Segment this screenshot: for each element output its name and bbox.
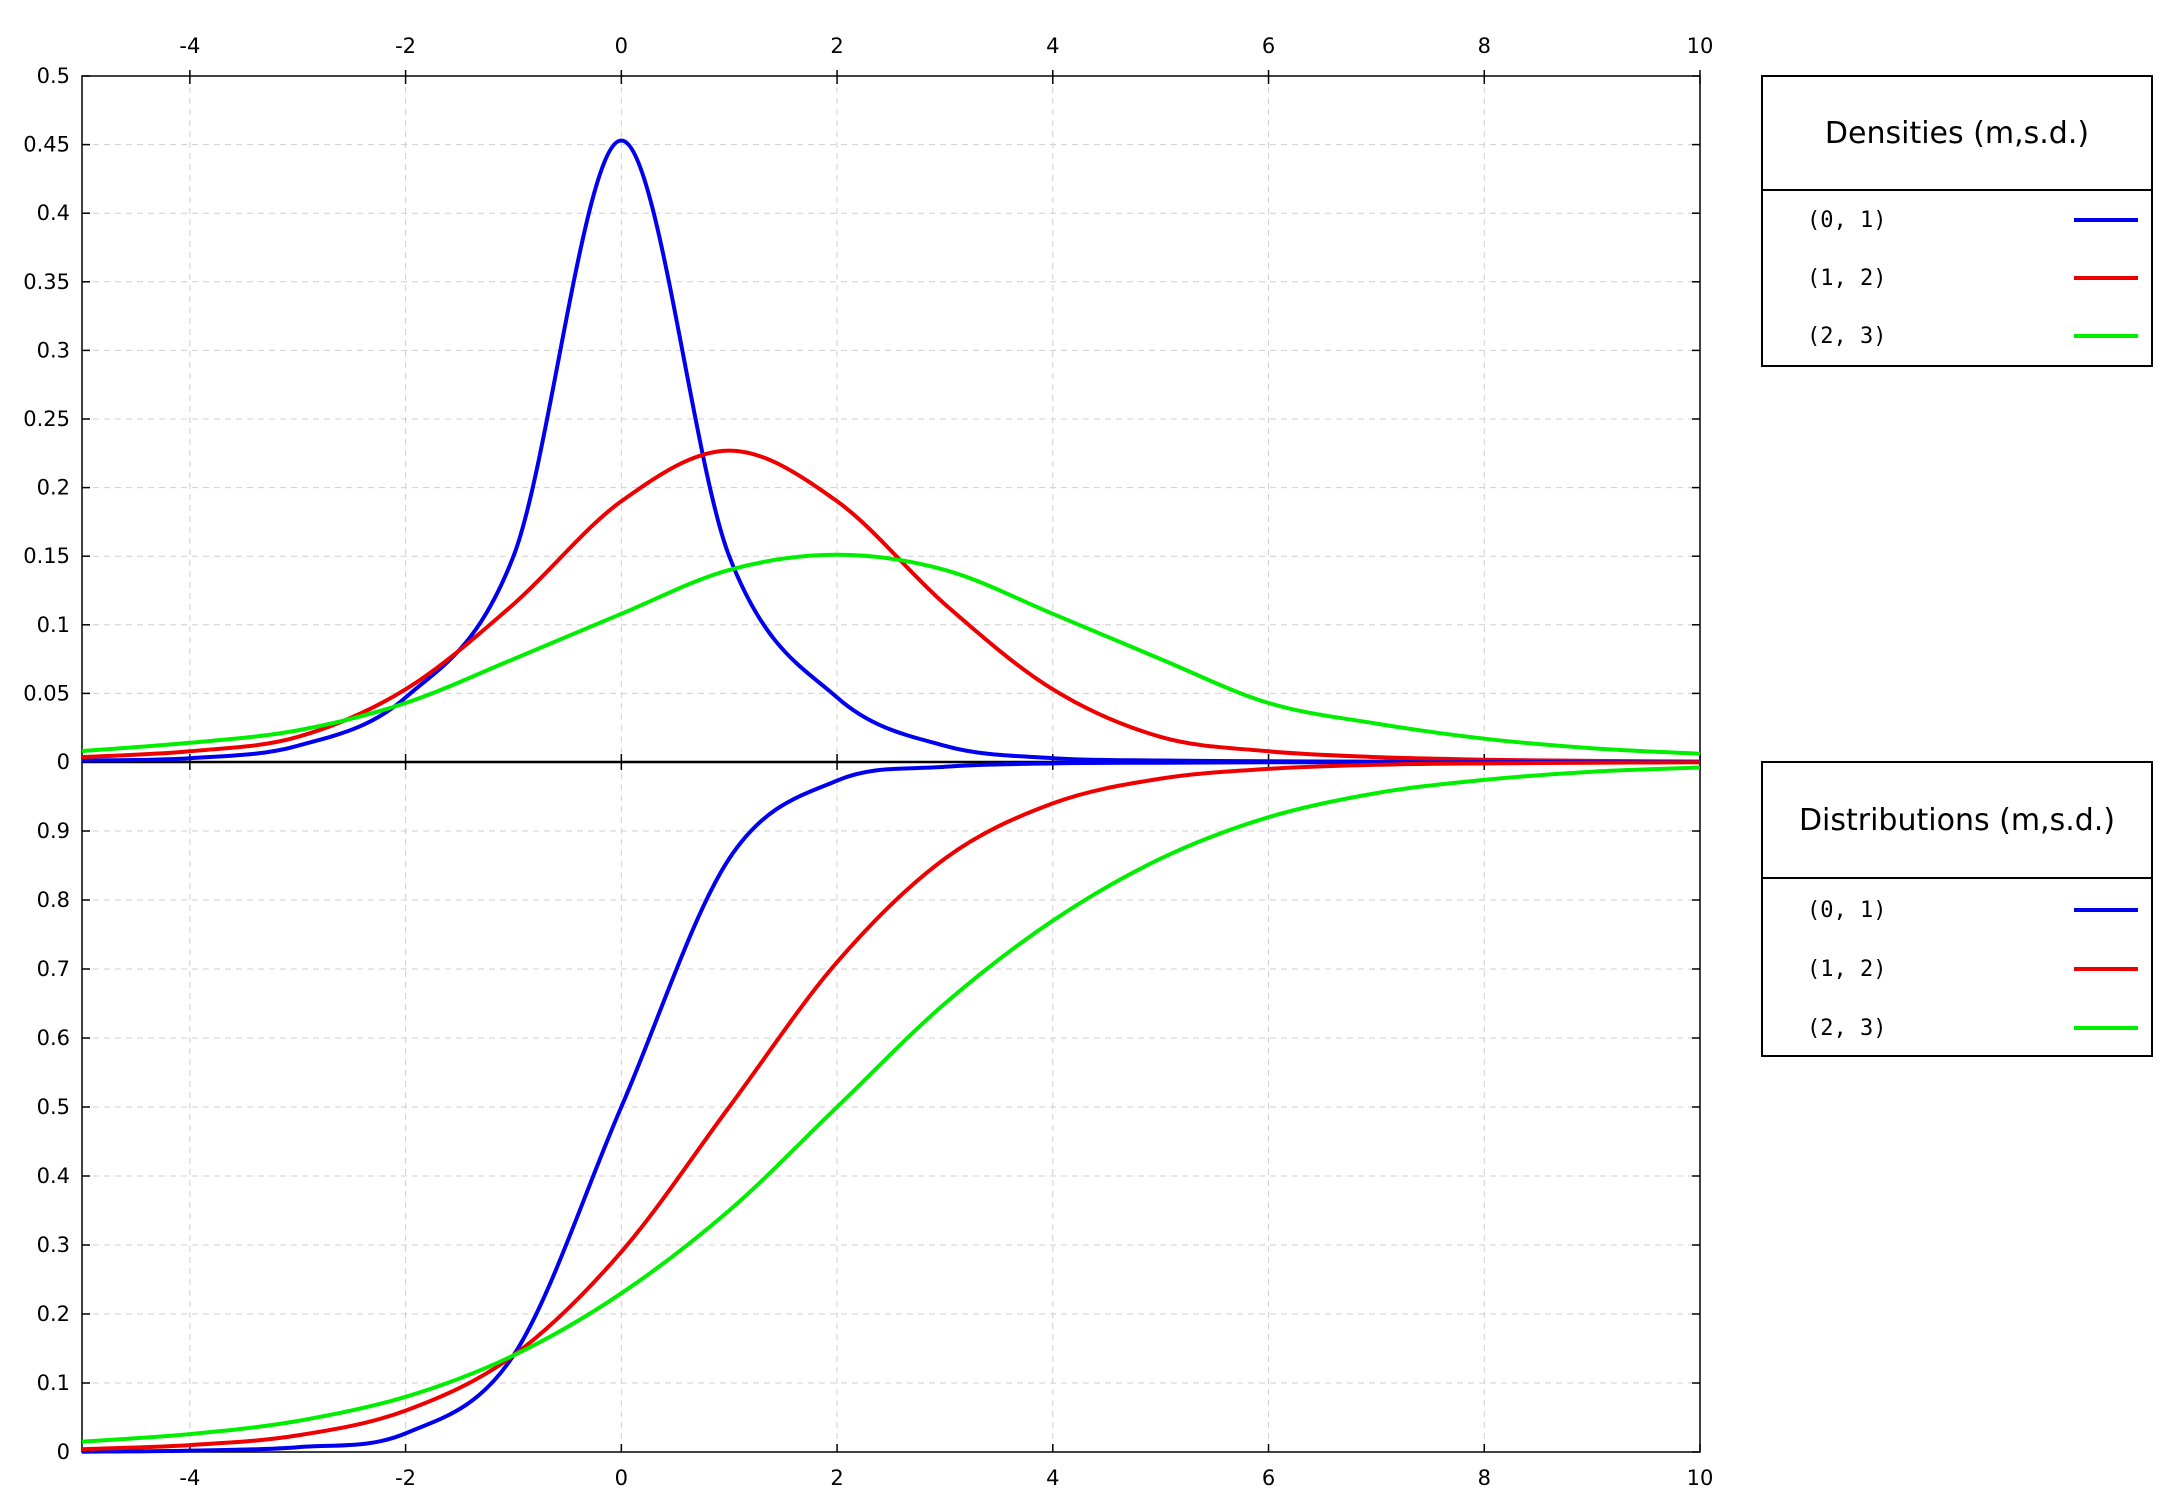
x-tick-label: -2 xyxy=(395,34,416,58)
legends: Densities (m,s.d.) (0, 1) (1, 2) (2, 3) Dist… xyxy=(1761,75,2153,1057)
x-tick-label: 4 xyxy=(1046,1466,1059,1490)
series-line-distributions xyxy=(81,760,1701,1452)
x-tick-label: 4 xyxy=(1046,34,1059,58)
legend-entry-label: (0, 1) xyxy=(1807,208,1886,233)
y-tick-label: 0.25 xyxy=(23,407,70,431)
x-tick-label: 2 xyxy=(830,34,843,58)
tick-labels: 0 0.05 0.1 0.15 0.2 0.25 0.3 0.35 0.4 0.45 0.5 -4 -2… xyxy=(23,34,1713,1490)
x-tick-label: -4 xyxy=(179,34,200,58)
x-tick-label: 2 xyxy=(830,1466,843,1490)
series-lines xyxy=(81,138,1701,1454)
legend-entry-label: (2, 3) xyxy=(1807,324,1886,349)
y-tick-label: 0.5 xyxy=(37,1095,70,1119)
x-tick-label: 6 xyxy=(1262,34,1275,58)
legend-title: Distributions (m,s.d.) xyxy=(1799,803,2115,838)
y-tick-label: 0.7 xyxy=(37,957,70,981)
x-tick-label: 0 xyxy=(615,1466,628,1490)
x-tick-label: -4 xyxy=(179,1466,200,1490)
gridlines xyxy=(82,76,1700,1452)
y-tick-label: 0.4 xyxy=(37,1164,70,1188)
y-tick-label: 0.5 xyxy=(37,64,70,88)
x-tick-label: -2 xyxy=(395,1466,416,1490)
y-tick-label: 0.3 xyxy=(37,1233,70,1257)
y-tick-label: 0.6 xyxy=(37,1026,70,1050)
y-tick-label: 0.2 xyxy=(37,476,70,500)
y-tick-label: 0.45 xyxy=(23,133,70,157)
series-line-densities xyxy=(81,552,1701,756)
y-tick-label: 0.8 xyxy=(37,888,70,912)
y-tick-label: 0 xyxy=(57,1440,70,1464)
x-tick-label: 8 xyxy=(1478,1466,1491,1490)
legend-entry-label: (1, 2) xyxy=(1807,266,1886,291)
y-tick-label: 0.05 xyxy=(23,681,70,705)
x-tick-label: 10 xyxy=(1687,1466,1714,1490)
y-tick-label: 0.1 xyxy=(37,1371,70,1395)
legend-entry-label: (0, 1) xyxy=(1807,898,1886,923)
legend-entry-label: (1, 2) xyxy=(1807,957,1886,982)
y-tick-label: 0.15 xyxy=(23,544,70,568)
y-tick-label: 0.4 xyxy=(37,201,70,225)
y-tick-label: 0.9 xyxy=(37,819,70,843)
y-tick-label: 0.35 xyxy=(23,270,70,294)
legend-title: Densities (m,s.d.) xyxy=(1825,116,2089,151)
series-line-distributions xyxy=(81,765,1701,1444)
y-tick-label: 0.2 xyxy=(37,1302,70,1326)
x-tick-label: 10 xyxy=(1687,34,1714,58)
y-tick-label: 0.3 xyxy=(37,338,70,362)
y-tick-label: 0.1 xyxy=(37,613,70,637)
legend-entry-label: (2, 3) xyxy=(1807,1016,1886,1041)
series-line-densities xyxy=(81,448,1701,764)
x-tick-label: 8 xyxy=(1478,34,1491,58)
x-tick-label: 6 xyxy=(1262,1466,1275,1490)
y-tick-label: 0 xyxy=(57,750,70,774)
x-tick-label: 0 xyxy=(615,34,628,58)
